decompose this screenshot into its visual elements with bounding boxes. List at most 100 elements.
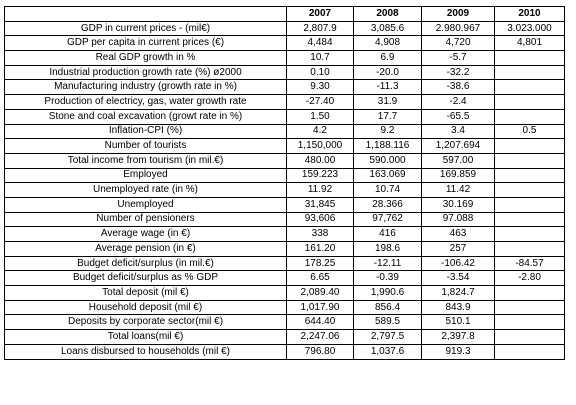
value-cell-2009: 843.9 <box>421 299 495 316</box>
value-cell-2009: 3.4 <box>421 123 495 140</box>
value-cell-2007: 159.223 <box>286 167 354 184</box>
header-cell-2007: 2007 <box>286 6 354 22</box>
value-cell-2009: 510.1 <box>421 314 495 331</box>
value-cell-2008: 589.5 <box>353 314 422 331</box>
table-row: Household deposit (mil €) 1,017.90 856.4 84… <box>4 299 565 316</box>
value-cell-2009: 2,397.8 <box>421 329 495 345</box>
row-label: Total income from tourism (in mil.€) <box>4 152 287 169</box>
row-label: Unemployed rate (in %) <box>4 182 287 198</box>
value-cell-2010 <box>494 329 565 345</box>
row-label: Total loans(mil €) <box>4 329 287 345</box>
table-row: Budget deficit/surplus (in mil.€) 178.25-… <box>4 255 565 272</box>
value-cell-2009: 97.088 <box>421 211 495 228</box>
table-row: GDP per capita in current prices (€) 4,48… <box>4 35 565 52</box>
value-cell-2007: 338 <box>286 226 354 242</box>
value-cell-2009: -3.54 <box>421 270 495 287</box>
header-cell-empty <box>4 6 287 22</box>
value-cell-2008: 198.6 <box>353 241 422 257</box>
value-cell-2010 <box>494 79 565 96</box>
row-label: Production of electricy, gas, water grow… <box>4 94 287 110</box>
table-row: Total deposit (mil €) 2,089.40 1,990.6 1,82… <box>4 285 565 301</box>
value-cell-2009: -65.5 <box>421 108 495 125</box>
row-label: Deposits by corporate sector(mil €) <box>4 314 287 331</box>
table-row: Stone and coal excavation (growt rate in… <box>4 108 565 125</box>
value-cell-2009: 1,207.694 <box>421 138 495 154</box>
value-cell-2010 <box>494 314 565 331</box>
table-container: 2007 2008 2009 2010 GDP in current price… <box>4 6 565 360</box>
value-cell-2008: 3,085.6 <box>353 20 422 37</box>
value-cell-2009: 1,824.7 <box>421 285 495 301</box>
value-cell-2010 <box>494 64 565 81</box>
row-label: Loans disbursed to households (mil €) <box>4 343 287 360</box>
table-row: Employed 159.223 163.069 169.859 <box>4 167 565 184</box>
row-label: Average pension (in €) <box>4 241 287 257</box>
value-cell-2009: -5.7 <box>421 50 495 66</box>
row-label: Budget deficit/surplus (in mil.€) <box>4 255 287 272</box>
table-row: Deposits by corporate sector(mil €) 644.4… <box>4 314 565 331</box>
row-label: Manufacturing industry (growth rate in %… <box>4 79 287 96</box>
row-label: Number of tourists <box>4 138 287 154</box>
value-cell-2009: 463 <box>421 226 495 242</box>
value-cell-2009: -2.4 <box>421 94 495 110</box>
value-cell-2007: 10.7 <box>286 50 354 66</box>
row-label: GDP per capita in current prices (€) <box>4 35 287 52</box>
value-cell-2008: -11.3 <box>353 79 422 96</box>
value-cell-2009: 169.859 <box>421 167 495 184</box>
row-label: Household deposit (mil €) <box>4 299 287 316</box>
value-cell-2010: -2.80 <box>494 270 565 287</box>
row-label: GDP in current prices - (mil€) <box>4 20 287 37</box>
value-cell-2009: 30.169 <box>421 196 495 213</box>
value-cell-2010 <box>494 94 565 110</box>
table-row: Number of pensioners 93,606 97,762 97.088 <box>4 211 565 228</box>
value-cell-2010 <box>494 285 565 301</box>
row-label: Real GDP growth in % <box>4 50 287 66</box>
value-cell-2007: 0.10 <box>286 64 354 81</box>
value-cell-2010 <box>494 226 565 242</box>
value-cell-2008: 163.069 <box>353 167 422 184</box>
value-cell-2007: 644.40 <box>286 314 354 331</box>
value-cell-2009: 2.980.967 <box>421 20 495 37</box>
value-cell-2008: -12.11 <box>353 255 422 272</box>
value-cell-2007: 1,150,000 <box>286 138 354 154</box>
value-cell-2010 <box>494 50 565 66</box>
table-row: Unemployed rate (in %) 11.92 10.74 11.42 <box>4 182 565 198</box>
value-cell-2007: 93,606 <box>286 211 354 228</box>
value-cell-2007: 4,484 <box>286 35 354 52</box>
value-cell-2008: 4,908 <box>353 35 422 52</box>
value-cell-2008: 10.74 <box>353 182 422 198</box>
value-cell-2010 <box>494 152 565 169</box>
header-row: 2007 2008 2009 2010 <box>4 6 565 22</box>
value-cell-2010 <box>494 299 565 316</box>
value-cell-2008: 6.9 <box>353 50 422 66</box>
value-cell-2007: 1.50 <box>286 108 354 125</box>
value-cell-2010 <box>494 211 565 228</box>
table-row: Total loans(mil €) 2,247.06 2,797.5 2,397.8 <box>4 329 565 345</box>
value-cell-2007: 9.30 <box>286 79 354 96</box>
value-cell-2009: -38.6 <box>421 79 495 96</box>
value-cell-2008: 17.7 <box>353 108 422 125</box>
value-cell-2009: 257 <box>421 241 495 257</box>
value-cell-2010 <box>494 196 565 213</box>
value-cell-2010 <box>494 108 565 125</box>
value-cell-2010 <box>494 241 565 257</box>
value-cell-2008: 1,990.6 <box>353 285 422 301</box>
value-cell-2008: 97,762 <box>353 211 422 228</box>
value-cell-2009: 11.42 <box>421 182 495 198</box>
row-label: Inflation-CPI (%) <box>4 123 287 140</box>
row-label: Total deposit (mil €) <box>4 285 287 301</box>
value-cell-2007: 480.00 <box>286 152 354 169</box>
value-cell-2009: -32.2 <box>421 64 495 81</box>
table-row: Number of tourists 1,150,000 1,188.116 1,20… <box>4 138 565 154</box>
value-cell-2009: 597.00 <box>421 152 495 169</box>
economic-indicators-table: 2007 2008 2009 2010 GDP in current price… <box>4 6 565 360</box>
row-label: Industrial production growth rate (%) ø2… <box>4 64 287 81</box>
table-row: Inflation-CPI (%) 4.2 9.2 3.4 0.5 <box>4 123 565 140</box>
value-cell-2007: 796.80 <box>286 343 354 360</box>
value-cell-2007: 2,247.06 <box>286 329 354 345</box>
value-cell-2007: 161.20 <box>286 241 354 257</box>
value-cell-2008: 1,188.116 <box>353 138 422 154</box>
table-row: Budget deficit/surplus as % GDP 6.65 -0.39… <box>4 270 565 287</box>
value-cell-2008: 31.9 <box>353 94 422 110</box>
value-cell-2009: 919.3 <box>421 343 495 360</box>
header-cell-2010: 2010 <box>494 6 565 22</box>
